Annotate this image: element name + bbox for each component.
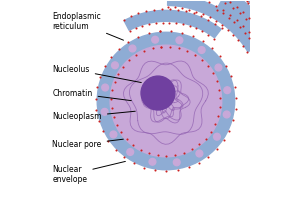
Circle shape: [102, 84, 109, 91]
Circle shape: [152, 36, 158, 43]
Circle shape: [112, 62, 118, 69]
Circle shape: [176, 37, 183, 44]
Circle shape: [127, 149, 134, 155]
Polygon shape: [217, 0, 281, 84]
Circle shape: [196, 150, 203, 157]
Circle shape: [97, 32, 235, 170]
Polygon shape: [297, 53, 300, 164]
Polygon shape: [124, 10, 221, 38]
Circle shape: [224, 87, 231, 94]
Circle shape: [101, 108, 108, 115]
Circle shape: [110, 45, 222, 157]
Circle shape: [141, 76, 175, 110]
Circle shape: [110, 131, 117, 138]
Circle shape: [214, 133, 220, 140]
Circle shape: [198, 47, 205, 53]
Circle shape: [149, 158, 156, 165]
Polygon shape: [260, 34, 289, 128]
Text: Nucleoplasm: Nucleoplasm: [52, 111, 135, 121]
Text: Nucleolus: Nucleolus: [52, 65, 141, 83]
Polygon shape: [146, 0, 261, 25]
Circle shape: [215, 64, 222, 71]
Polygon shape: [268, 0, 300, 109]
Polygon shape: [263, 81, 292, 170]
Polygon shape: [168, 0, 257, 52]
Circle shape: [129, 45, 136, 52]
Text: Endoplasmic
reticulum: Endoplasmic reticulum: [52, 12, 124, 40]
Circle shape: [223, 111, 230, 118]
Text: Nuclear
envelope: Nuclear envelope: [52, 161, 125, 184]
Text: Chromatin: Chromatin: [52, 88, 131, 101]
Text: Nuclear pore: Nuclear pore: [52, 139, 123, 149]
Circle shape: [173, 159, 180, 166]
Polygon shape: [208, 0, 299, 59]
